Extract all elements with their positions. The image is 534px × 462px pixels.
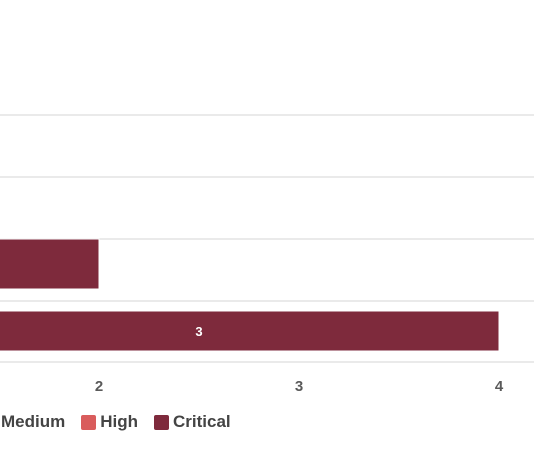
bar-critical-row-2[interactable] [0,310,500,352]
bars: 213 [0,238,500,352]
x-axis-ticks: 2 3 4 [95,378,504,395]
legend-label-medium: Medium [1,412,66,431]
x-tick-label: 3 [295,378,303,395]
legend-swatch-high [81,414,97,430]
x-tick-label: 2 [95,378,103,395]
legend-label-critical: Critical [173,412,231,431]
x-tick-label: 4 [495,378,504,395]
legend-item-medium[interactable]: Medium [0,412,65,432]
bar-value-label: 3 [195,324,202,339]
legend: Medium High Critical [0,412,247,432]
legend-item-critical[interactable]: Critical [154,412,231,432]
legend-item-high[interactable]: High [81,412,138,432]
legend-swatch-critical [154,414,170,430]
legend-label-high: High [100,412,139,431]
bar-critical-row-1[interactable] [0,238,100,290]
